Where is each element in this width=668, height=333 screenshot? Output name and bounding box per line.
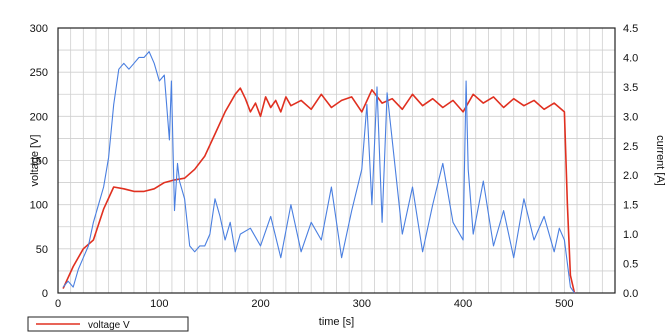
legend-box: [27, 316, 189, 332]
y-axis-left-title: voltage [V]: [29, 135, 41, 187]
y-right-tick-label: 0.0: [623, 288, 638, 300]
plot-area: [57, 27, 616, 294]
y-right-tick-label: 2.5: [623, 141, 638, 153]
x-axis-title: time [s]: [319, 316, 354, 328]
x-tick-label: 200: [251, 298, 269, 310]
y-right-tick-label: 1.0: [623, 229, 638, 241]
y-left-tick-label: 150: [30, 156, 48, 168]
x-tick-label: 400: [454, 298, 472, 310]
y-axis-right-title: current [A]: [654, 135, 666, 186]
y-right-tick-label: 4.5: [623, 23, 638, 35]
legend: voltage V: [27, 316, 189, 332]
y-left-tick-label: 250: [30, 67, 48, 79]
y-left-tick-label: 0: [42, 288, 48, 300]
ticks: 0 100 200 300 400 500 0 50 100 150 200 250 300 0.0 0.5…: [30, 23, 639, 310]
y-right-tick-label: 3.0: [623, 111, 638, 123]
series-line-current: [62, 51, 575, 294]
y-left-tick-label: 50: [36, 244, 48, 256]
y-left-tick-label: 100: [30, 200, 48, 212]
legend-label-voltage: voltage V: [88, 320, 130, 331]
y-right-tick-label: 4.0: [623, 52, 638, 64]
y-left-tick-label: 300: [30, 23, 48, 35]
x-tick-label: 300: [353, 298, 371, 310]
y-right-tick-label: 1.5: [623, 200, 638, 212]
x-tick-label: 500: [555, 298, 573, 310]
y-right-tick-label: 2.0: [623, 170, 638, 182]
y-right-tick-label: 0.5: [623, 259, 638, 271]
y-right-tick-label: 3.5: [623, 82, 638, 94]
series-line-voltage: [62, 87, 576, 294]
x-tick-label: 100: [150, 298, 168, 310]
x-tick-label: 0: [55, 298, 61, 310]
series-layer: [62, 51, 576, 294]
y-left-tick-label: 200: [30, 111, 48, 123]
